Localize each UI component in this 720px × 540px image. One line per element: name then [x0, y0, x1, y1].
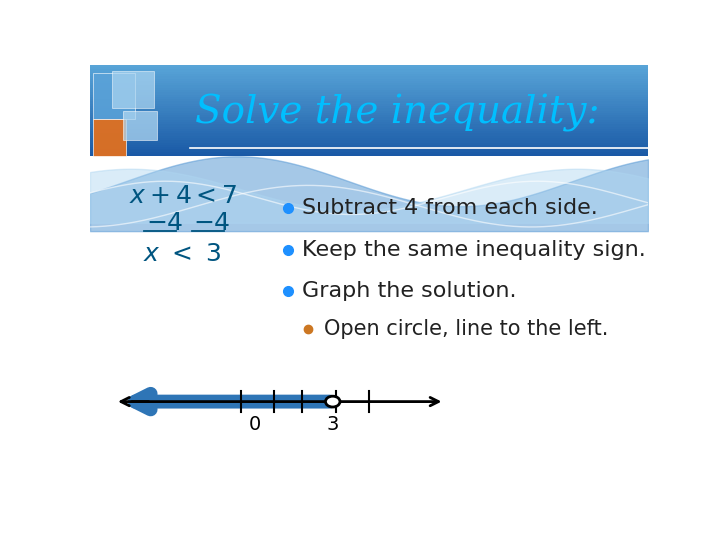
Bar [90, 136, 648, 138]
Bar [90, 87, 648, 90]
Bar [90, 145, 648, 147]
Bar [90, 65, 648, 67]
Bar [90, 90, 648, 92]
Bar [90, 72, 648, 74]
Bar [90, 67, 648, 69]
Bar [90, 138, 648, 140]
Bar [90, 126, 648, 129]
Bar [90, 115, 648, 117]
Bar [90, 117, 648, 120]
Bar [90, 147, 648, 150]
Bar [90, 140, 648, 143]
Bar [90, 78, 648, 81]
Circle shape [325, 396, 340, 407]
Text: Graph the solution.: Graph the solution. [302, 281, 516, 301]
Bar [90, 76, 648, 78]
Bar [90, 122, 648, 124]
Bar [90, 81, 648, 83]
Bar [90, 92, 648, 94]
Bar [90, 113, 648, 115]
Bar [124, 111, 157, 140]
Bar [90, 85, 648, 87]
Bar [90, 108, 648, 111]
Bar [90, 74, 648, 76]
Text: Open circle, line to the left.: Open circle, line to the left. [324, 319, 608, 339]
Bar [90, 124, 648, 126]
Text: $-4$: $-4$ [145, 211, 184, 235]
Bar [90, 97, 648, 99]
Bar [90, 129, 648, 131]
Text: $x + 4 < 7$: $x + 4 < 7$ [129, 184, 238, 208]
Bar [90, 120, 648, 122]
Text: Subtract 4 from each side.: Subtract 4 from each side. [302, 198, 598, 218]
Bar [90, 104, 648, 106]
Bar [90, 102, 648, 104]
Bar [112, 71, 154, 109]
Bar [90, 152, 648, 154]
Bar [93, 73, 135, 119]
Bar [90, 133, 648, 136]
Bar [90, 106, 648, 108]
Bar [93, 119, 126, 156]
Bar [90, 111, 648, 113]
Bar [90, 99, 648, 102]
Bar [90, 69, 648, 72]
Text: 3: 3 [327, 415, 339, 434]
Bar [90, 150, 648, 152]
Bar [90, 143, 648, 145]
Text: 0: 0 [248, 415, 261, 434]
Text: Solve the inequality:: Solve the inequality: [194, 93, 599, 132]
Bar [90, 83, 648, 85]
Text: $-4$: $-4$ [193, 211, 230, 235]
Text: $x\ <\ 3$: $x\ <\ 3$ [143, 242, 221, 266]
Bar [90, 94, 648, 97]
Bar [90, 154, 648, 156]
Text: Keep the same inequality sign.: Keep the same inequality sign. [302, 240, 646, 260]
Bar [90, 131, 648, 133]
